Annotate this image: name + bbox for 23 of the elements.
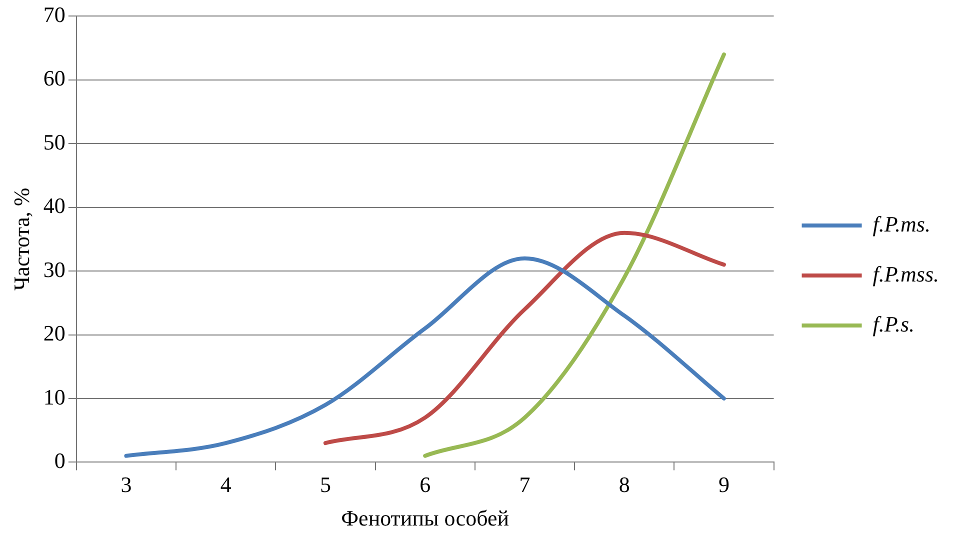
line-series	[423, 52, 726, 458]
y-tick-label: 30	[43, 256, 66, 282]
x-tick-label: 5	[320, 472, 331, 498]
x-tick-label: 6	[420, 472, 431, 498]
y-tick-label: 40	[43, 193, 66, 218]
line-series	[124, 256, 726, 458]
x-tick-label: 8	[618, 472, 630, 498]
x-tick-label: 7	[519, 472, 530, 498]
x-axis-title: Фенотипы особей	[341, 506, 510, 531]
x-tick-label: 3	[120, 472, 132, 498]
legend-label: f.P.ms.	[872, 211, 930, 236]
x-tick-label: 9	[718, 472, 730, 498]
y-tick-label: 50	[43, 129, 66, 154]
x-tick-label: 4	[220, 472, 232, 498]
y-tick-label: 70	[43, 2, 66, 27]
y-tick-label: 10	[43, 384, 66, 410]
line-series	[323, 230, 726, 446]
legend-label: f.P.s.	[872, 311, 915, 336]
y-tick-label: 0	[54, 448, 66, 473]
y-tick-label: 60	[43, 66, 66, 91]
legend-label: f.P.mss.	[872, 261, 940, 286]
y-tick-label: 20	[43, 320, 66, 346]
y-axis-title: Частота, %	[8, 188, 34, 291]
